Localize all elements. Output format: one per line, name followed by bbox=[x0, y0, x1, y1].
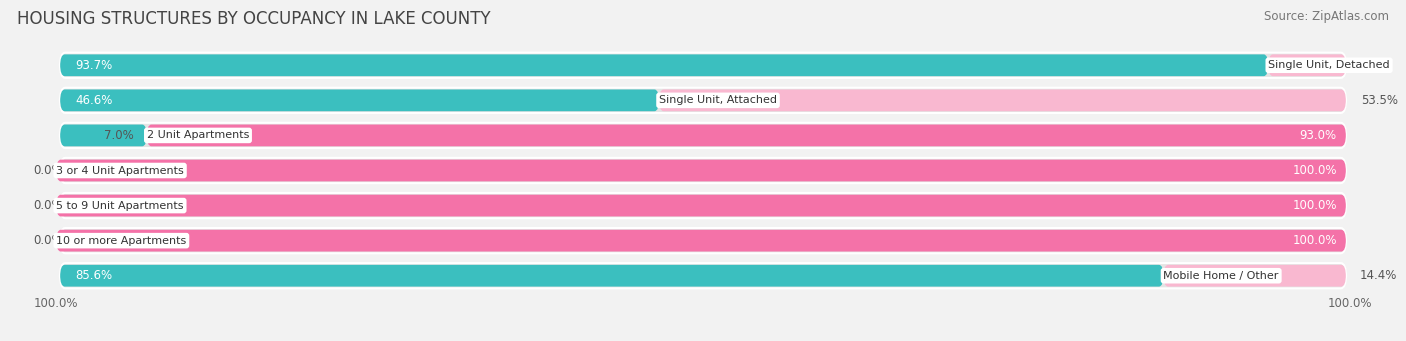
FancyBboxPatch shape bbox=[60, 88, 1346, 113]
Text: HOUSING STRUCTURES BY OCCUPANCY IN LAKE COUNTY: HOUSING STRUCTURES BY OCCUPANCY IN LAKE … bbox=[17, 10, 491, 28]
FancyBboxPatch shape bbox=[56, 230, 1346, 252]
Text: Single Unit, Attached: Single Unit, Attached bbox=[659, 95, 778, 105]
FancyBboxPatch shape bbox=[1268, 55, 1346, 76]
Text: 93.0%: 93.0% bbox=[1299, 129, 1337, 142]
Text: 7.0%: 7.0% bbox=[104, 129, 134, 142]
FancyBboxPatch shape bbox=[659, 89, 1346, 111]
Text: Single Unit, Detached: Single Unit, Detached bbox=[1268, 60, 1391, 70]
Text: 6.3%: 6.3% bbox=[1360, 59, 1391, 72]
FancyBboxPatch shape bbox=[56, 195, 1346, 217]
Text: 0.0%: 0.0% bbox=[34, 164, 63, 177]
FancyBboxPatch shape bbox=[60, 89, 659, 111]
FancyBboxPatch shape bbox=[60, 123, 1346, 148]
FancyBboxPatch shape bbox=[60, 124, 146, 146]
FancyBboxPatch shape bbox=[60, 53, 1346, 78]
FancyBboxPatch shape bbox=[60, 158, 1346, 183]
Text: 5 to 9 Unit Apartments: 5 to 9 Unit Apartments bbox=[56, 201, 184, 211]
Text: 85.6%: 85.6% bbox=[76, 269, 112, 282]
Text: 0.0%: 0.0% bbox=[34, 199, 63, 212]
Text: 0.0%: 0.0% bbox=[34, 234, 63, 247]
Text: 46.6%: 46.6% bbox=[76, 94, 112, 107]
Text: 2 Unit Apartments: 2 Unit Apartments bbox=[146, 130, 249, 140]
Text: 14.4%: 14.4% bbox=[1360, 269, 1398, 282]
Text: 100.0%: 100.0% bbox=[1292, 199, 1337, 212]
FancyBboxPatch shape bbox=[60, 228, 1346, 253]
Text: 3 or 4 Unit Apartments: 3 or 4 Unit Apartments bbox=[56, 165, 184, 176]
FancyBboxPatch shape bbox=[1164, 265, 1346, 286]
FancyBboxPatch shape bbox=[60, 193, 1346, 218]
Text: 10 or more Apartments: 10 or more Apartments bbox=[56, 236, 187, 246]
FancyBboxPatch shape bbox=[60, 265, 1164, 286]
Text: 93.7%: 93.7% bbox=[76, 59, 112, 72]
Text: 53.5%: 53.5% bbox=[1361, 94, 1399, 107]
FancyBboxPatch shape bbox=[146, 124, 1346, 146]
FancyBboxPatch shape bbox=[60, 55, 1268, 76]
FancyBboxPatch shape bbox=[60, 263, 1346, 288]
Text: 100.0%: 100.0% bbox=[1292, 234, 1337, 247]
Text: Source: ZipAtlas.com: Source: ZipAtlas.com bbox=[1264, 10, 1389, 23]
Text: Mobile Home / Other: Mobile Home / Other bbox=[1164, 271, 1279, 281]
Text: 100.0%: 100.0% bbox=[1292, 164, 1337, 177]
FancyBboxPatch shape bbox=[56, 160, 1346, 181]
